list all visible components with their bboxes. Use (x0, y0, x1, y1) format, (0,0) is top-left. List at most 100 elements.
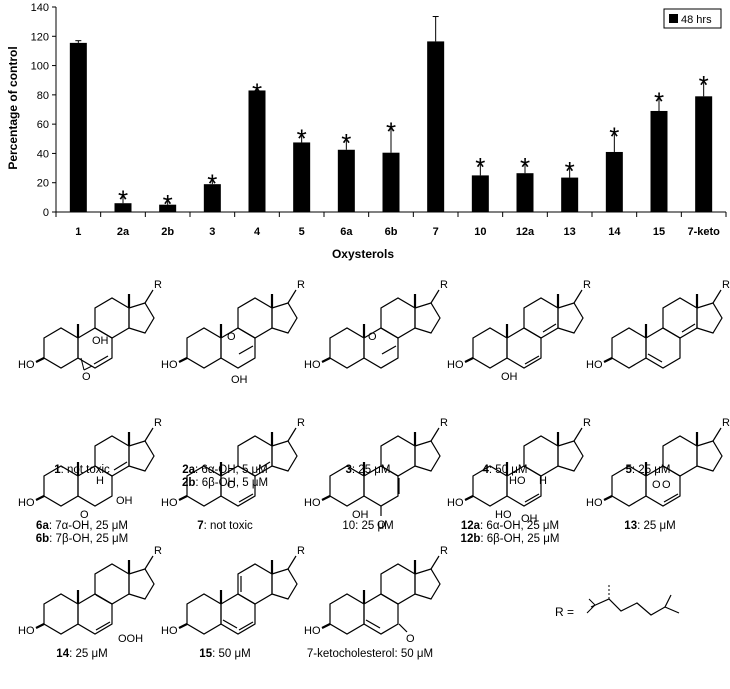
oh-label: OH (116, 495, 133, 507)
structure-figure: R HO OH O R HO O OH R HO O R HO OH R HO … (18, 279, 730, 645)
caption-13: 13: 25 μM (570, 520, 730, 533)
caption-line: 15: 50 μM (199, 648, 251, 660)
legend-swatch (669, 14, 678, 23)
ooh-label: OOH (118, 633, 143, 645)
x-tick-label: 13 (564, 226, 576, 238)
structure-15: R HO (161, 545, 305, 637)
x-axis-title: Oxysterols (332, 247, 394, 261)
o-label-2: O (662, 479, 671, 491)
x-tick-label: 14 (608, 226, 621, 238)
y-axis-title: Percentage of control (6, 46, 20, 169)
ho-label: HO (447, 497, 464, 509)
error-bars (75, 16, 707, 205)
y-axis: 0 20 40 60 80 100 120 140 (31, 2, 57, 219)
caption-line: 2b: 6β-OH, 5 μM (181, 477, 269, 489)
oh-label: OH (501, 371, 518, 383)
x-tick-label: 10 (474, 226, 486, 238)
r-label: R (583, 279, 591, 291)
x-axis: 1 2a 2b 3 4 5 6a 6b 7 10 12a 13 14 15 7-keto (55, 211, 727, 238)
ho-label-2: HO (509, 475, 526, 487)
oh-label: OH (521, 513, 538, 525)
o-label: O (227, 479, 236, 491)
y-tick-label: 20 (37, 178, 49, 190)
caption-15: 15: 50 μM (145, 648, 305, 661)
oh-label: OH (231, 374, 248, 386)
y-tick-label: 80 (37, 90, 49, 102)
h-label: H (96, 475, 104, 487)
x-tick-label: 2a (117, 226, 130, 238)
o-label: O (377, 519, 386, 531)
structure-1: R HO OH O (18, 279, 162, 383)
r-label: R (440, 545, 448, 557)
structure-14: R HO OOH (18, 545, 162, 645)
r-label: R (440, 279, 448, 291)
caption-6: 6a: 7α-OH, 25 μM 6b: 7β-OH, 25 μM (2, 520, 162, 546)
ho-label: HO (161, 625, 178, 637)
caption-5: 5: 25 μM (568, 464, 728, 477)
caption-12: 12a: 6α-OH, 25 μM 12b: 6β-OH, 25 μM (430, 520, 590, 546)
r-label: R (154, 545, 162, 557)
ho-label: HO (304, 625, 321, 637)
significance-star: * (252, 78, 262, 108)
significance-star: * (654, 86, 664, 116)
caption-line: 1: not toxic (54, 464, 110, 476)
caption-line: 14: 25 μM (56, 648, 108, 660)
caption-line: 7-ketocholesterol: 50 μM (306, 648, 434, 660)
significance-star: * (207, 168, 217, 198)
ho-label: HO (447, 359, 464, 371)
significance-star: * (565, 156, 575, 186)
caption-line: 6a: 7α-OH, 25 μM (36, 520, 128, 532)
caption-line: 7: not toxic (197, 520, 253, 532)
r-label: R (440, 417, 448, 429)
caption-line: 10: 25 μM (342, 520, 394, 532)
structure-4: R HO OH (447, 279, 591, 383)
y-tick-label: 140 (31, 2, 49, 14)
bar (293, 142, 311, 212)
y-tick-label: 0 (43, 207, 49, 219)
significance-star: * (118, 184, 128, 214)
ho-label: HO (304, 497, 321, 509)
r-label: R (297, 545, 305, 557)
significance-star: * (163, 189, 173, 219)
r-label: R (722, 279, 730, 291)
structure-6: R HO H OH O (18, 417, 162, 521)
structure-12: R HO HO H HO OH (447, 417, 591, 525)
caption-3: 3: 25 μM (288, 464, 448, 477)
x-tick-label: 15 (653, 226, 665, 238)
x-tick-label: 3 (209, 226, 215, 238)
bar (605, 151, 623, 212)
o-label: O (82, 371, 91, 383)
significance-star: * (341, 128, 351, 158)
caption-line: 13: 25 μM (624, 520, 676, 532)
ho-label-3: HO (495, 509, 512, 521)
significance-star: * (520, 152, 530, 182)
bar (561, 177, 579, 212)
significance-star: * (386, 116, 396, 146)
bar (248, 90, 266, 212)
ho-label: HO (161, 497, 178, 509)
bar (159, 204, 177, 212)
x-tick-label: 7 (433, 226, 439, 238)
structure-3: R HO O (304, 279, 448, 371)
bar (516, 173, 534, 212)
x-tick-label: 4 (254, 226, 261, 238)
o-label: O (652, 479, 661, 491)
oh-label: OH (92, 335, 109, 347)
significance-star: * (609, 121, 619, 151)
bar-series-48hrs (69, 41, 713, 213)
bar (337, 149, 355, 212)
ho-label: HO (304, 359, 321, 371)
ho-label: HO (161, 359, 178, 371)
h-label: H (539, 475, 547, 487)
o-label: O (406, 633, 415, 645)
x-tick-label: 7-keto (687, 226, 720, 238)
y-tick-label: 40 (37, 148, 49, 160)
legend-label: 48 hrs (681, 14, 712, 26)
structure-10: R HO OH O (304, 417, 448, 531)
y-tick-label: 100 (31, 61, 49, 73)
ho-label: HO (586, 359, 603, 371)
ho-label: HO (18, 625, 35, 637)
x-tick-label: 12a (516, 226, 535, 238)
caption-7k: 7-ketocholesterol: 50 μM (290, 648, 450, 661)
